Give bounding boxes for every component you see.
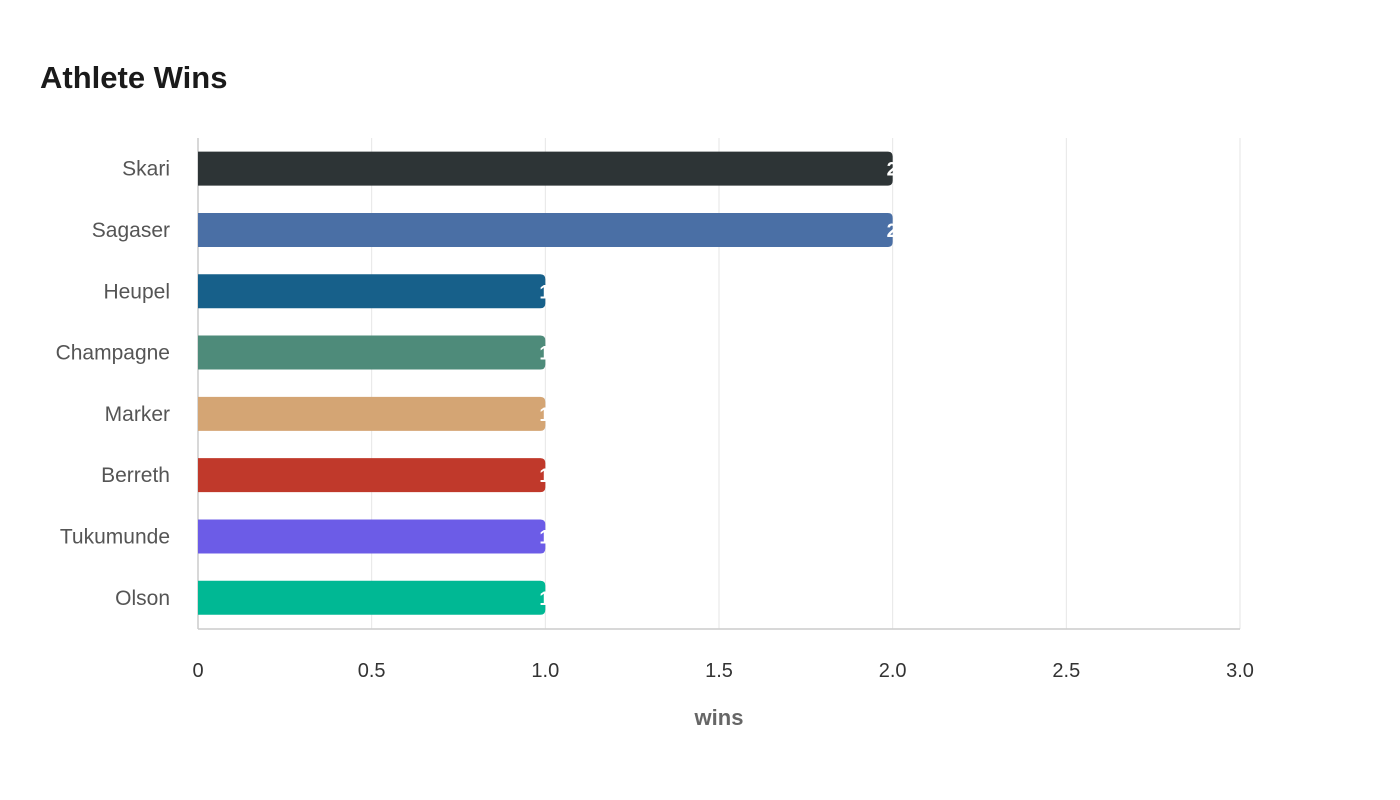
bar-value-label: 1 bbox=[539, 589, 550, 610]
bar-tukumunde[interactable] bbox=[198, 519, 546, 554]
bar-value-label: 1 bbox=[539, 344, 550, 365]
bar-olson[interactable] bbox=[198, 580, 546, 615]
bars bbox=[198, 151, 893, 615]
x-tick-label: 0.5 bbox=[358, 660, 386, 682]
bar-sagaser[interactable] bbox=[198, 212, 893, 247]
x-tick-label: 1.5 bbox=[705, 660, 733, 682]
chart-title: Athlete Wins bbox=[40, 60, 228, 95]
bar-marker[interactable] bbox=[198, 396, 546, 431]
category-label-berreth: Berreth bbox=[101, 464, 170, 487]
category-label-marker: Marker bbox=[105, 403, 170, 426]
category-label-olson: Olson bbox=[115, 587, 170, 610]
bar-value-label: 2 bbox=[887, 221, 898, 242]
bar-value-label: 1 bbox=[539, 405, 550, 426]
grid-lines bbox=[371, 138, 1241, 629]
bar-value-label: 1 bbox=[539, 282, 550, 303]
category-label-heupel: Heupel bbox=[103, 280, 170, 303]
x-tick-label: 0 bbox=[192, 660, 203, 682]
bar-berreth[interactable] bbox=[198, 458, 546, 493]
x-tick-label: 3.0 bbox=[1226, 660, 1254, 682]
bar-heupel[interactable] bbox=[198, 274, 546, 309]
x-tick-label: 2.5 bbox=[1052, 660, 1080, 682]
category-label-sagaser: Sagaser bbox=[92, 219, 170, 242]
bar-value-label: 1 bbox=[539, 466, 550, 487]
bar-skari[interactable] bbox=[198, 151, 893, 186]
category-label-skari: Skari bbox=[122, 158, 170, 181]
category-label-tukumunde: Tukumunde bbox=[60, 525, 170, 548]
bar-value-label: 2 bbox=[887, 160, 898, 181]
bar-champagne[interactable] bbox=[198, 335, 546, 370]
x-tick-label: 2.0 bbox=[879, 660, 907, 682]
x-axis-title: wins bbox=[694, 705, 744, 730]
bar-value-label: 1 bbox=[539, 527, 550, 548]
category-label-champagne: Champagne bbox=[56, 342, 170, 365]
x-tick-label: 1.0 bbox=[531, 660, 559, 682]
labels: 0 0.5 1.0 1.5 2.0 2.5 3.0 Skari 2 Sagaser 2 Heupel 1… bbox=[56, 158, 1254, 682]
